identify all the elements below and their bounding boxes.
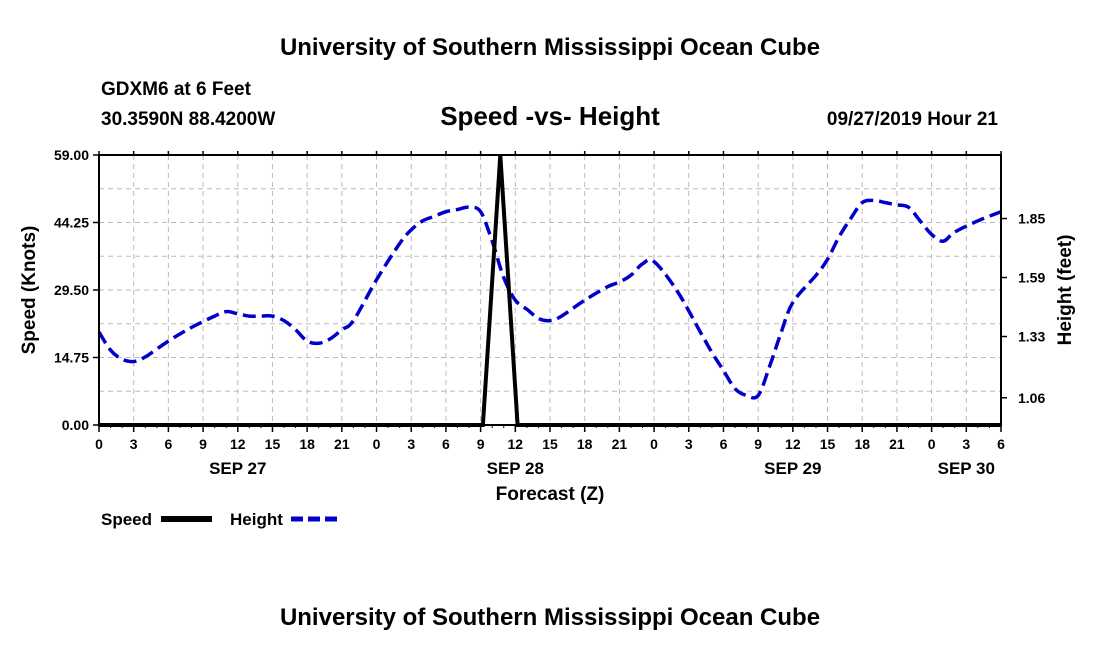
bottom-title: University of Southern Mississippi Ocean… (280, 604, 820, 631)
x-tick-label: 0 (373, 436, 381, 452)
x-tick-label: 6 (442, 436, 450, 452)
x-tick-label: 21 (334, 436, 350, 452)
y-axis-right-title: Height (feet) (1055, 235, 1076, 346)
y-right-tick-label: 1.85 (1018, 211, 1045, 227)
x-axis-title: Forecast (Z) (496, 484, 605, 505)
x-tick-label: 18 (577, 436, 593, 452)
x-tick-label: 21 (889, 436, 905, 452)
x-tick-label: 21 (612, 436, 628, 452)
y-left-tick-label: 59.00 (54, 147, 89, 163)
x-tick-label: 0 (650, 436, 658, 452)
chart-title: Speed -vs- Height (440, 101, 660, 131)
height-line (97, 198, 1002, 400)
x-tick-label: 6 (720, 436, 728, 452)
datetime-label: 09/27/2019 Hour 21 (827, 109, 999, 130)
x-tick-label: 9 (199, 436, 207, 452)
legend-height-label: Height (230, 510, 283, 529)
x-tick-label: 3 (407, 436, 415, 452)
x-tick-label: 18 (854, 436, 870, 452)
x-tick-label: 9 (754, 436, 762, 452)
x-tick-label: 6 (997, 436, 1005, 452)
legend: Speed Height (101, 510, 342, 529)
x-tick-label: 12 (508, 436, 524, 452)
x-tick-label: 15 (820, 436, 836, 452)
legend-speed-label: Speed (101, 510, 152, 529)
x-tick-label: 3 (130, 436, 138, 452)
axes: 0 3 6 9 12 15 18 21 0 3 6 9 12 15 18 21 0 3 6 9 12 15 18 21 0 3 6S… (54, 147, 1046, 478)
x-date-label: SEP 29 (764, 459, 821, 478)
x-tick-label: 15 (265, 436, 281, 452)
y-right-tick-label: 1.59 (1018, 270, 1045, 286)
x-tick-label: 15 (542, 436, 558, 452)
y-left-tick-label: 0.00 (62, 417, 89, 433)
y-axis-left-title: Speed (Knots) (19, 226, 40, 355)
x-tick-label: 9 (477, 436, 485, 452)
y-right-tick-label: 1.06 (1018, 390, 1045, 406)
y-left-tick-label: 44.25 (54, 215, 89, 231)
x-tick-label: 12 (230, 436, 246, 452)
x-date-label: SEP 27 (209, 459, 266, 478)
x-date-label: SEP 30 (938, 459, 995, 478)
y-right-tick-label: 1.33 (1018, 329, 1045, 345)
x-tick-label: 0 (928, 436, 936, 452)
x-date-label: SEP 28 (487, 459, 544, 478)
x-tick-label: 3 (962, 436, 970, 452)
height-series (97, 198, 1002, 400)
y-left-tick-label: 29.50 (54, 282, 89, 298)
x-tick-label: 0 (95, 436, 103, 452)
x-tick-label: 18 (299, 436, 315, 452)
station-label: GDXM6 at 6 Feet (101, 79, 252, 100)
coords-label: 30.3590N 88.4200W (101, 109, 275, 130)
y-left-tick-label: 14.75 (54, 350, 89, 366)
top-title: University of Southern Mississippi Ocean… (280, 34, 820, 61)
x-tick-label: 6 (164, 436, 172, 452)
x-tick-label: 12 (785, 436, 801, 452)
grid-lines (98, 154, 1002, 426)
x-tick-label: 3 (685, 436, 693, 452)
